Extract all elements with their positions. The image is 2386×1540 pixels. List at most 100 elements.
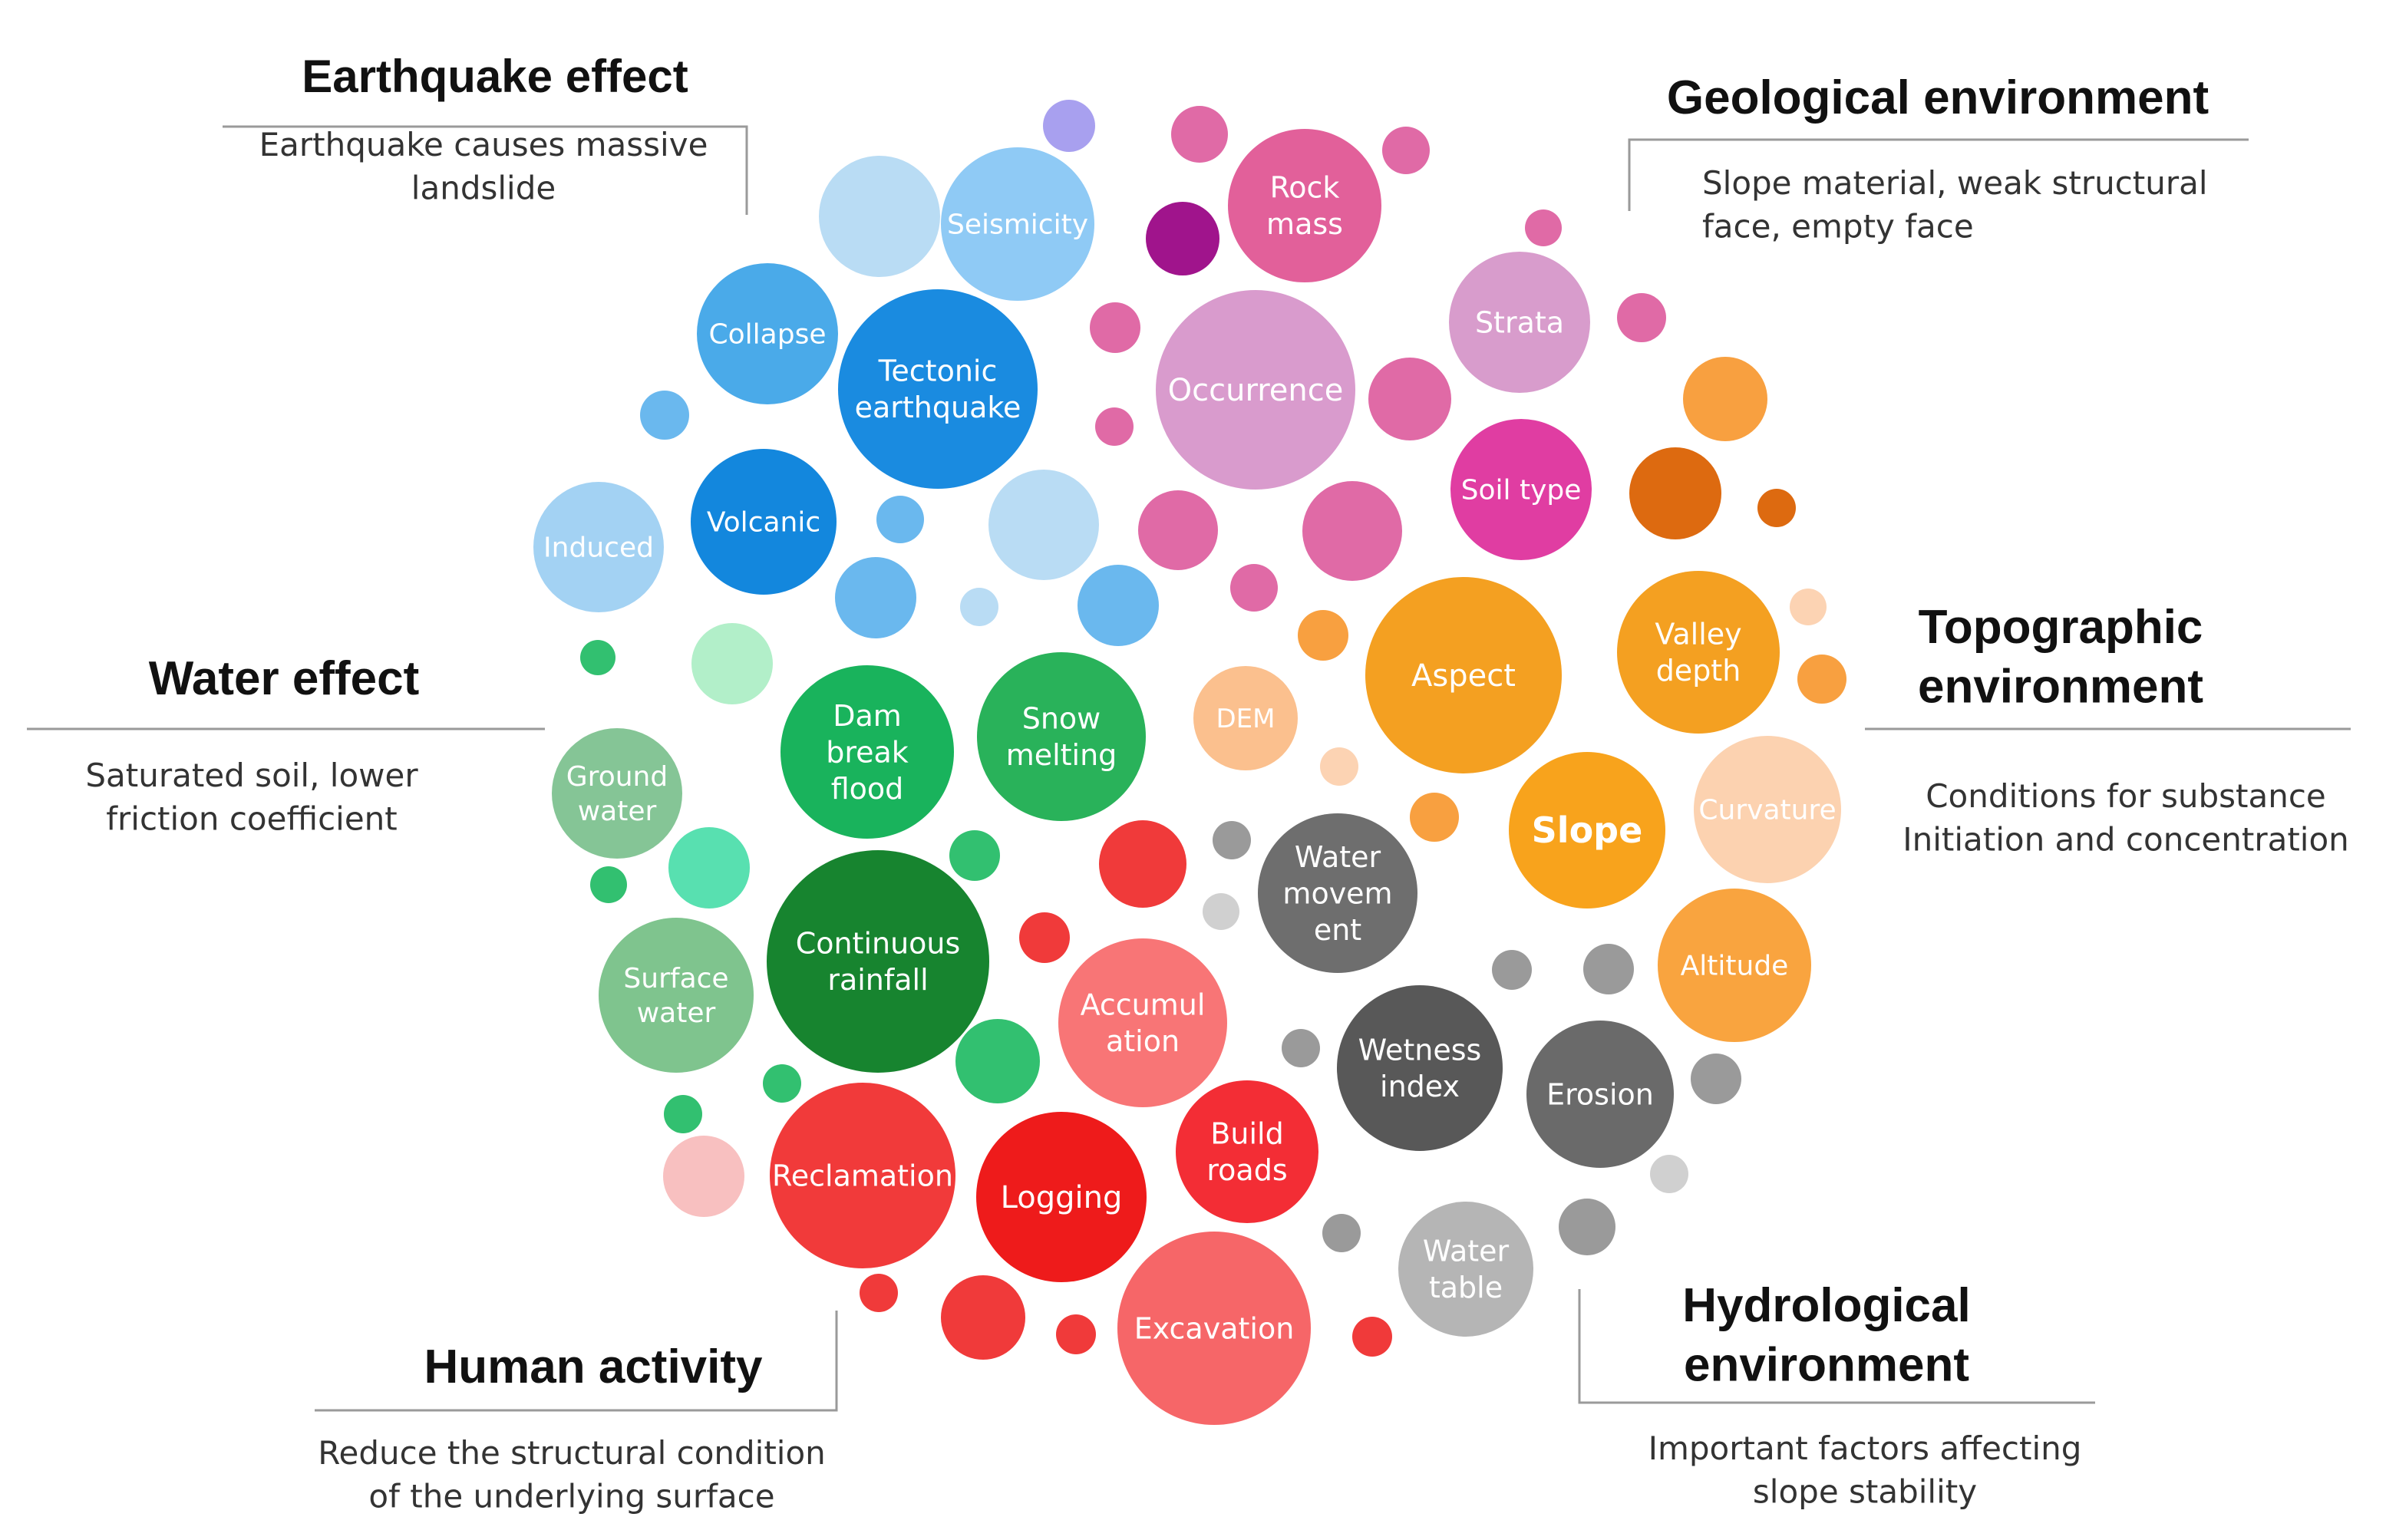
bubble-altitude: Altitude — [1658, 889, 1811, 1042]
category-description: face, empty face — [1702, 208, 1974, 246]
bubble-label: earthquake — [855, 391, 1021, 424]
category-description: friction coefficient — [106, 800, 398, 838]
bubble-label: break — [826, 735, 909, 769]
bubble-label: Erosion — [1546, 1077, 1654, 1111]
bubble-circle — [1509, 752, 1665, 909]
decorative-dot — [1320, 747, 1358, 786]
decorative-dot — [1382, 127, 1430, 174]
decorative-dot — [640, 391, 689, 440]
bubble-label: Altitude — [1681, 951, 1789, 982]
decorative-dot — [1077, 565, 1159, 646]
bubble-circle — [767, 850, 989, 1073]
bubble-circle — [838, 289, 1038, 489]
bubble-label: Soil type — [1461, 475, 1582, 506]
decorative-dot — [1583, 944, 1634, 994]
bubble-label: Build — [1210, 1117, 1283, 1151]
bubble-circle — [697, 263, 838, 404]
bubble-erosion: Erosion — [1526, 1021, 1674, 1168]
bubble-circle — [1450, 419, 1592, 560]
bubble-label: Induced — [543, 533, 654, 564]
decorative-dot — [955, 1019, 1040, 1103]
bubble-label: Volcanic — [707, 507, 820, 539]
decorative-dot — [590, 866, 627, 903]
bubble-label: mass — [1266, 207, 1343, 241]
decorative-dot — [1352, 1317, 1392, 1357]
bubble-circle — [599, 918, 754, 1073]
bubble-circle — [1058, 938, 1227, 1107]
bubble-circle — [1365, 577, 1562, 773]
bubble-circle — [1176, 1080, 1318, 1223]
category-hydrological: Hydrological environment Important factors… — [1648, 1279, 2082, 1511]
bubble-label: Aspect — [1411, 658, 1516, 694]
divider-line — [1578, 1289, 2095, 1404]
decorative-dot — [691, 623, 773, 704]
decorative-dot — [988, 470, 1099, 580]
bubble-circle — [1617, 571, 1780, 734]
bubble-label: roads — [1206, 1153, 1287, 1187]
decorative-dot — [1043, 100, 1095, 152]
category-heading: Water effect — [149, 652, 420, 705]
decorative-dot — [580, 640, 615, 675]
bubble-label: Occurrence — [1168, 373, 1344, 408]
bubble-label: Surface — [623, 963, 728, 994]
bubble-curvature: Curvature — [1694, 736, 1841, 883]
bubble-label: Curvature — [1698, 795, 1836, 826]
bubble-label: Ground — [566, 761, 668, 793]
bubble-circle — [977, 652, 1146, 821]
decorative-dot — [1056, 1314, 1096, 1354]
decorative-dot — [668, 827, 750, 909]
bubble-label: water — [578, 796, 657, 827]
bubble-label: Accumul — [1081, 988, 1206, 1022]
bubble-label: Dam — [833, 699, 902, 733]
category-earthquake: Earthquake effect Earthquake causes massi… — [259, 51, 708, 207]
category-water: Water effect Saturated soil, lower frictio… — [85, 652, 419, 838]
decorative-dot — [1095, 407, 1134, 446]
decorative-dot — [1691, 1054, 1741, 1104]
bubble-aspect: Aspect — [1365, 577, 1562, 773]
bubble-logging: Logging — [976, 1112, 1147, 1282]
bubble-circle — [1694, 736, 1841, 883]
decorative-dot — [1302, 481, 1402, 581]
bubble-circle — [691, 449, 837, 595]
decorative-dot — [1368, 358, 1451, 440]
divider-line — [315, 1311, 838, 1412]
decorative-dot — [763, 1064, 801, 1103]
category-heading: Topographic — [1919, 601, 2203, 654]
category-description: of the underlying surface — [368, 1478, 774, 1515]
bubble-circle — [1258, 813, 1417, 973]
decorative-dot — [664, 1095, 702, 1133]
category-description: Saturated soil, lower — [85, 757, 418, 794]
category-human: Human activity Reduce the structural cond… — [318, 1340, 826, 1515]
bubble-label: rainfall — [827, 963, 928, 997]
bubble-label: Seismicity — [947, 209, 1088, 241]
category-topographic: Topographic environment Conditions for sub… — [1903, 601, 2349, 859]
bubble-label: table — [1429, 1271, 1503, 1304]
bubble-label: ation — [1106, 1024, 1180, 1058]
category-description: Conditions for substance — [1926, 777, 2326, 815]
category-heading: Geological environment — [1667, 71, 2209, 124]
decorative-dot — [1298, 610, 1348, 661]
bubble-label: Rock — [1270, 171, 1340, 205]
category-heading: environment — [1684, 1339, 1969, 1392]
bubble-circle — [770, 1083, 955, 1268]
decorative-dot — [1617, 293, 1666, 342]
bubble-circle — [1398, 1202, 1533, 1337]
bubble-label: Water — [1423, 1235, 1510, 1268]
decorative-dot — [960, 588, 998, 626]
divider-lines — [27, 125, 2351, 1412]
bubble-label: Strata — [1475, 305, 1564, 339]
decorative-dot — [1019, 912, 1070, 963]
bubble-circle — [780, 665, 954, 839]
bubble-label: ent — [1314, 913, 1361, 947]
decorative-dot — [1230, 564, 1278, 612]
decorative-dot — [1099, 820, 1186, 908]
decorative-dot — [663, 1136, 744, 1217]
